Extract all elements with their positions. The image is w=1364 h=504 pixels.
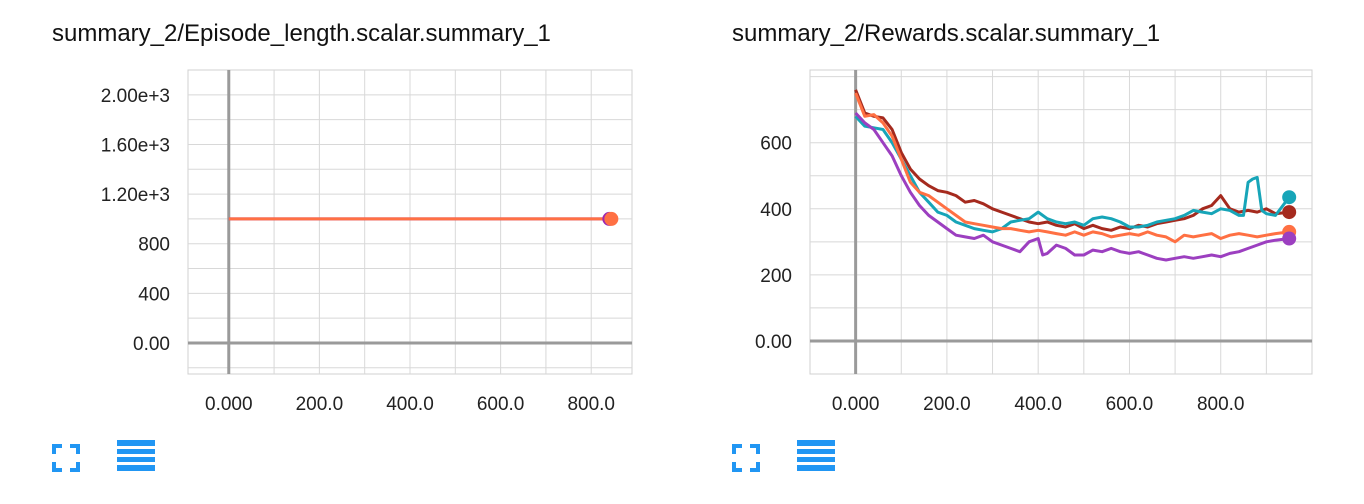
y-tick-label: 1.60e+3 (101, 135, 170, 156)
data-table-icon[interactable] (797, 440, 835, 472)
expand-icon[interactable] (52, 444, 80, 472)
series-line (854, 92, 1290, 244)
rewards-chart: 0.000 200.0 400.0 600.0 800.0 0.00 200 400 600 (755, 69, 1313, 415)
x-tick-label: 800.0 (1197, 394, 1245, 415)
series-line (854, 111, 1290, 262)
data-table-icon[interactable] (117, 440, 155, 472)
y-tick-label: 2.00e+3 (101, 86, 170, 107)
episode-length-chart: 0.000 200.0 400.0 600.0 800.0 0.00 400 800 1.20e… (101, 69, 633, 415)
y-tick-label: 400 (138, 284, 170, 305)
series-line (854, 89, 1290, 232)
series-line (854, 115, 1291, 234)
y-tick-label: 1.20e+3 (101, 185, 170, 206)
y-tick-label: 800 (138, 235, 170, 256)
x-tick-label: 200.0 (296, 394, 344, 415)
y-tick-label: 200 (760, 266, 792, 287)
y-tick-label: 0.00 (755, 332, 792, 353)
series-end-marker (604, 211, 619, 226)
y-tick-label: 0.00 (133, 334, 170, 355)
rewards-card: summary_2/Rewards.scalar.summary_1 0.000… (730, 0, 1364, 504)
plot-frame (809, 69, 1313, 375)
series-end-marker (1282, 205, 1297, 220)
y-tick-label: 400 (760, 200, 792, 221)
x-tick-label: 0.000 (205, 394, 253, 415)
x-tick-label: 600.0 (477, 394, 525, 415)
x-tick-label: 400.0 (386, 394, 434, 415)
y-tick-label: 600 (760, 134, 792, 155)
expand-icon-strokes (52, 444, 80, 472)
series-end-marker (1282, 231, 1297, 246)
series-end-marker (1282, 190, 1297, 205)
x-tick-label: 200.0 (923, 394, 971, 415)
chart-title: summary_2/Rewards.scalar.summary_1 (732, 20, 1161, 47)
expand-icon-strokes (732, 444, 760, 472)
x-tick-label: 800.0 (567, 394, 615, 415)
episode-length-card: summary_2/Episode_length.scalar.summary_… (50, 0, 690, 504)
x-tick-label: 600.0 (1106, 394, 1154, 415)
expand-icon[interactable] (732, 444, 760, 472)
x-tick-label: 400.0 (1014, 394, 1062, 415)
x-tick-label: 0.000 (832, 394, 880, 415)
chart-title: summary_2/Episode_length.scalar.summary_… (52, 20, 551, 47)
